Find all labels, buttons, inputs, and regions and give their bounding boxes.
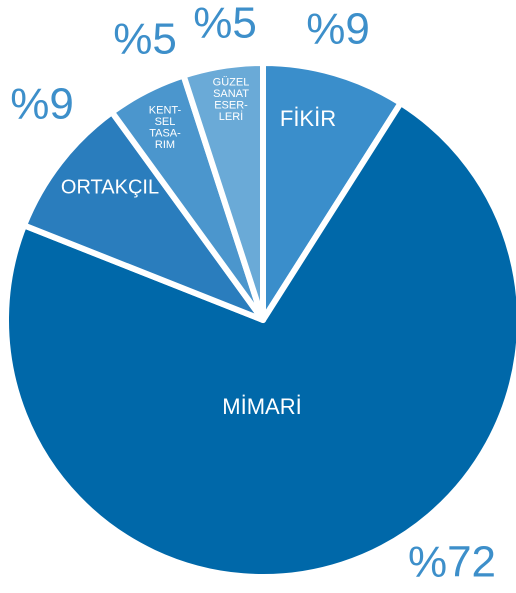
slice-label: TASA- [149,128,181,140]
slice-label: SANAT [213,88,249,100]
slice-label: GÜZEL [213,77,250,89]
slice-label: KENT- [149,105,182,117]
value-label: %9 [10,80,74,129]
slice-label: SEL [155,116,176,128]
pie-slice [180,60,266,323]
slice-label: FİKİR [280,106,336,131]
slice-label: ESER- [214,100,248,112]
pie-slice [21,109,266,323]
slice-label: MİMARİ [222,394,301,419]
value-label: %72 [408,538,496,587]
pie-slice [3,100,516,580]
slice-label: LERİ [219,110,243,123]
value-label: %5 [193,0,257,48]
value-label: %9 [306,5,370,54]
slice-label: ORTAKÇIL [61,176,159,198]
value-label: %5 [113,15,177,64]
slice-label: RIM [155,139,175,151]
pie-slice [260,60,404,323]
